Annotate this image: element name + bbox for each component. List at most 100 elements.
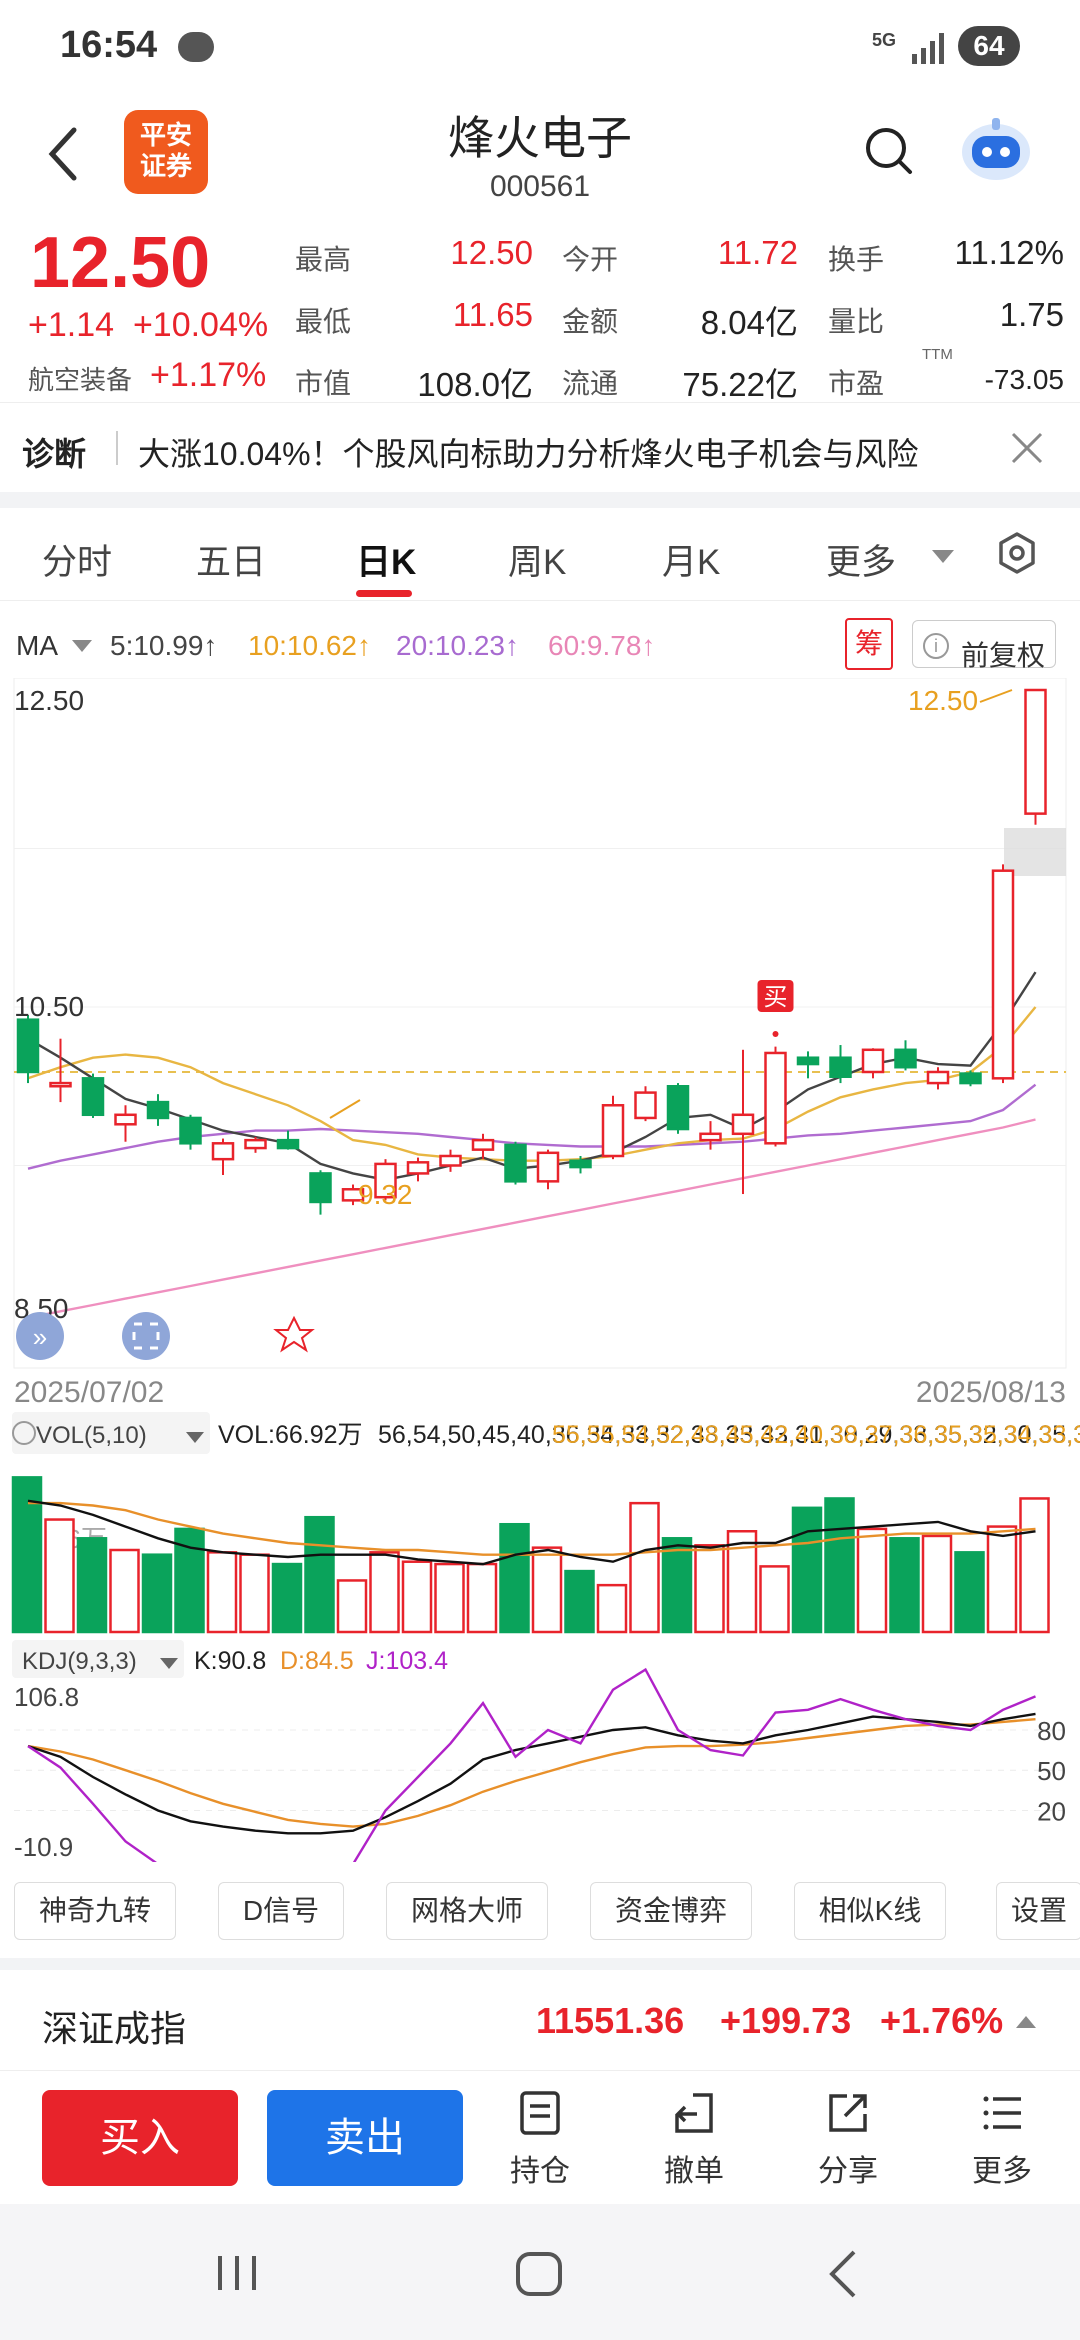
undo-icon — [675, 2093, 713, 2133]
tool-settings[interactable]: 设置 — [996, 1882, 1080, 1940]
volume-legend-box[interactable] — [12, 1412, 210, 1454]
chevron-up-icon[interactable] — [1016, 2016, 1036, 2028]
star-icon — [273, 1315, 315, 1353]
ma5-value: 5:10.99↑ — [110, 630, 218, 661]
quote-label-mktcap: 市值 — [295, 368, 352, 399]
ma60-value: 60:9.78↑ — [548, 630, 656, 661]
candle-body — [244, 1138, 267, 1150]
candle — [536, 1149, 560, 1190]
tab-monthly-k[interactable]: 月K — [662, 543, 721, 582]
status-bar: 16:54 5G 64 — [0, 0, 1080, 90]
candle-body — [829, 1056, 852, 1078]
cancel-order-button[interactable]: 撤单 — [644, 2090, 744, 2190]
sell-button[interactable]: 卖出 — [267, 2090, 463, 2186]
candle — [634, 1086, 657, 1122]
tab-weekly-k[interactable]: 周K — [508, 543, 567, 582]
candle — [471, 1133, 495, 1160]
volume-bar — [304, 1515, 335, 1634]
kdj-d-line — [27, 1718, 1036, 1828]
volume-bar — [401, 1560, 433, 1634]
volume-bar — [564, 1569, 595, 1634]
ai-assistant-icon[interactable] — [958, 114, 1034, 184]
section-gap — [0, 492, 1080, 508]
tool-magic-nine[interactable]: 神奇九转 — [14, 1882, 176, 1940]
ma-dropdown-icon[interactable] — [72, 640, 92, 654]
candle-body — [276, 1138, 300, 1150]
candle-body — [114, 1113, 137, 1126]
candle-body — [536, 1151, 560, 1183]
buy-button[interactable]: 买入 — [42, 2090, 238, 2186]
candle — [244, 1136, 267, 1153]
search-icon[interactable] — [862, 124, 914, 176]
kdj-j-line — [27, 1667, 1036, 1862]
positions-button[interactable]: 持仓 — [490, 2090, 590, 2190]
tool-fund-game[interactable]: 资金博弈 — [590, 1882, 752, 1940]
volume-chart[interactable]: VOL(5,10) VOL:66.92万 56,54,50,45,40,36,34,… — [0, 1412, 1080, 1638]
close-icon[interactable] — [1010, 431, 1044, 465]
quote-value-turnover: 11.12% — [954, 234, 1064, 271]
sector-change: +1.17% — [150, 356, 267, 394]
candle — [276, 1130, 300, 1150]
candle-body — [959, 1072, 982, 1085]
candle — [504, 1141, 527, 1185]
more-button[interactable]: 更多 — [952, 2090, 1052, 2190]
home-icon[interactable] — [514, 2250, 564, 2298]
quote-value-pe: -73.05 — [984, 364, 1064, 395]
back-nav-icon[interactable] — [826, 2248, 860, 2300]
adjust-mode-button[interactable]: i 前复权 — [912, 620, 1056, 671]
diagnosis-bar[interactable]: 诊断 大涨10.04%！个股风向标助力分析烽火电子机会与风险 — [0, 402, 1080, 493]
candle-body — [471, 1138, 495, 1151]
share-button[interactable]: 分享 — [798, 2090, 898, 2190]
tool-similar-k[interactable]: 相似K线 — [794, 1882, 946, 1940]
candle-body — [374, 1162, 397, 1199]
index-name: 深证成指 — [42, 2008, 187, 2049]
tool-grid-master[interactable]: 网格大师 — [386, 1882, 548, 1940]
quote-value-open: 11.72 — [717, 234, 798, 271]
back-arrow-icon[interactable] — [42, 124, 82, 184]
recent-apps-icon[interactable] — [214, 2252, 260, 2294]
candle — [179, 1114, 202, 1150]
ma20-value: 20:10.23↑ — [396, 630, 519, 661]
volume-bar — [661, 1537, 693, 1634]
volume-bar — [986, 1525, 1018, 1634]
chevron-down-icon[interactable] — [932, 550, 954, 563]
volume-bar — [499, 1522, 530, 1634]
low-price-label: 9.32 — [358, 1179, 413, 1210]
kline-grid — [13, 678, 1067, 1369]
volume-bar — [239, 1553, 270, 1634]
candle — [569, 1155, 592, 1174]
candle — [49, 1038, 72, 1103]
tool-d-signal[interactable]: D信号 — [218, 1882, 344, 1940]
candle-body — [211, 1142, 235, 1161]
volume-bar — [629, 1501, 660, 1634]
ma-selector[interactable]: MA — [16, 630, 58, 661]
network-label: 5G — [872, 30, 897, 50]
tab-daily-k[interactable]: 日K — [356, 543, 417, 582]
kdj-dropdown-icon — [160, 1658, 178, 1669]
buy-marker-dot — [772, 1031, 779, 1037]
vol-info-icon — [12, 1421, 36, 1445]
chip-distribution-button[interactable]: 筹 — [845, 618, 893, 670]
fullscreen-glyph — [132, 1322, 160, 1350]
diagnosis-text[interactable]: 大涨10.04%！个股风向标助力分析烽火电子机会与风险 — [138, 436, 919, 472]
kline-frame — [13, 678, 1067, 1369]
tab-intraday[interactable]: 分时 — [42, 543, 113, 582]
section-gap — [0, 1958, 1080, 1970]
gear-icon[interactable] — [996, 532, 1038, 574]
candle-body — [764, 1051, 787, 1145]
candle-body — [16, 1018, 40, 1074]
tab-more[interactable]: 更多 — [826, 543, 897, 582]
index-ticker[interactable]: 深证成指 11551.36 +199.73 +1.76% — [0, 1970, 1080, 2071]
candle — [1024, 688, 1047, 825]
kdj-axis-bottom: -10.9 — [14, 1832, 73, 1862]
kdj-chart[interactable]: KDJ(9,3,3) K:90.8 D:84.5 J:103.4 106.8 -10.9 8… — [0, 1640, 1080, 1862]
candle — [796, 1051, 820, 1079]
expand-left-glyph: » — [33, 1322, 47, 1352]
sector-name[interactable]: 航空装备 — [28, 365, 133, 395]
kdj-legend-box[interactable] — [12, 1640, 184, 1678]
tab-five-day[interactable]: 五日 — [196, 543, 267, 582]
volume-bar — [206, 1551, 238, 1634]
candle-body — [796, 1056, 820, 1066]
